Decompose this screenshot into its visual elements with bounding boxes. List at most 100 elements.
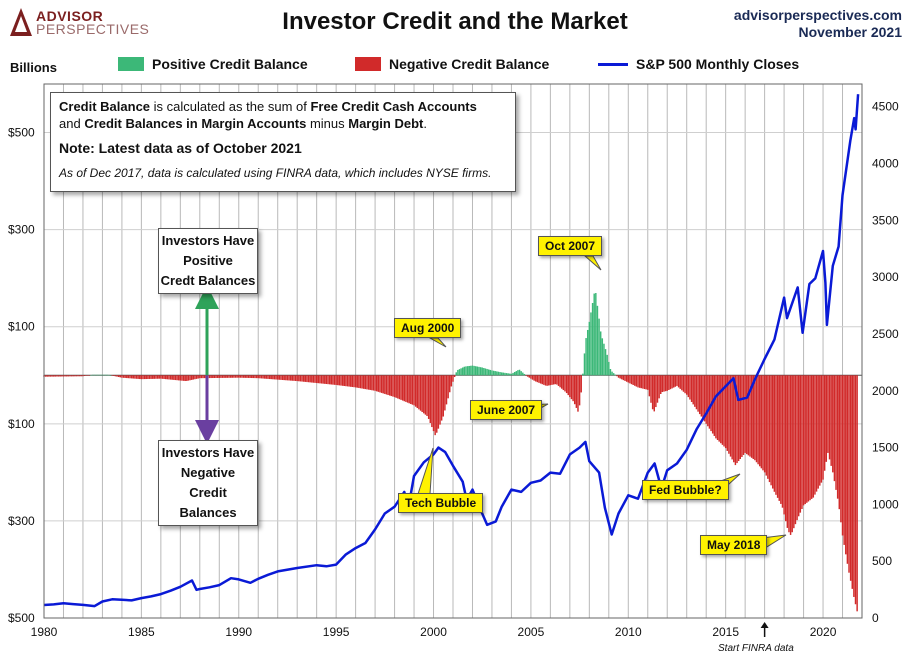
credit-bar bbox=[703, 375, 706, 422]
credit-bar bbox=[780, 375, 782, 504]
credit-bar bbox=[494, 371, 496, 376]
credit-bar bbox=[75, 375, 78, 377]
callout-tech-bubble-pointer bbox=[417, 447, 434, 495]
credit-bar bbox=[660, 375, 662, 395]
credit-bar bbox=[270, 375, 272, 380]
credit-bar bbox=[432, 375, 435, 432]
credit-bar bbox=[843, 375, 845, 545]
credit-bar bbox=[390, 375, 393, 397]
credit-bar bbox=[823, 375, 826, 471]
credit-bar bbox=[174, 375, 177, 381]
credit-bar bbox=[379, 375, 381, 393]
info-line-1: Credit Balance is calculated as the sum … bbox=[59, 99, 477, 114]
credit-bar bbox=[421, 375, 423, 413]
credit-bar bbox=[124, 375, 126, 378]
credit-bar bbox=[575, 375, 578, 408]
credit-bar bbox=[729, 375, 732, 457]
credit-bar bbox=[617, 375, 620, 378]
x-tick-label: 2010 bbox=[615, 625, 642, 639]
credit-bar bbox=[791, 375, 793, 533]
credit-bar bbox=[718, 375, 720, 442]
credit-bar bbox=[356, 375, 358, 388]
credit-bar bbox=[559, 375, 561, 388]
credit-bar bbox=[476, 366, 479, 376]
credit-bar bbox=[74, 375, 76, 377]
credit-bar bbox=[578, 375, 581, 406]
y-right-tick-label: 1500 bbox=[872, 441, 899, 455]
credit-bar bbox=[750, 375, 753, 458]
credit-bar bbox=[80, 375, 83, 377]
credit-bar bbox=[53, 375, 55, 377]
credit-bar bbox=[700, 375, 703, 417]
credit-bar bbox=[541, 375, 543, 385]
credit-bar bbox=[106, 374, 109, 376]
credit-bar bbox=[341, 375, 344, 386]
credit-bar bbox=[366, 375, 368, 390]
credit-bar bbox=[715, 375, 717, 439]
credit-bar bbox=[513, 371, 516, 376]
credit-bar bbox=[328, 375, 331, 385]
credit-bar bbox=[87, 375, 89, 376]
credit-bar bbox=[759, 375, 761, 467]
callout-oct-2007-pointer bbox=[583, 255, 602, 271]
credit-bar bbox=[580, 375, 582, 393]
credit-bar bbox=[835, 375, 837, 490]
credit-bar bbox=[48, 375, 50, 377]
y-left-tick-label: $500 bbox=[8, 126, 35, 140]
credit-bar bbox=[90, 375, 92, 376]
credit-bar bbox=[156, 375, 159, 379]
credit-bar bbox=[656, 375, 659, 403]
credit-bar bbox=[772, 375, 774, 489]
credit-bar bbox=[439, 375, 441, 425]
credit-bar bbox=[833, 375, 836, 482]
credit-bar bbox=[134, 375, 136, 379]
credit-bar bbox=[741, 375, 743, 457]
credit-bar bbox=[526, 375, 529, 377]
credit-bar bbox=[171, 375, 173, 380]
credit-bar bbox=[809, 375, 811, 501]
credit-bar bbox=[598, 318, 600, 376]
credit-bar bbox=[122, 375, 125, 378]
x-tick-label: 2005 bbox=[518, 625, 545, 639]
sp500-line-group bbox=[43, 94, 860, 608]
callout-fed-bubble: Fed Bubble? bbox=[642, 480, 729, 500]
credit-bar bbox=[458, 369, 461, 376]
credit-bar bbox=[577, 375, 579, 412]
credit-bar bbox=[621, 375, 623, 380]
credit-bar bbox=[140, 375, 143, 380]
credit-bar bbox=[143, 375, 146, 380]
credit-bar bbox=[410, 375, 412, 404]
credit-bar bbox=[674, 375, 677, 387]
credit-bar bbox=[411, 375, 414, 405]
credit-bar bbox=[147, 375, 149, 379]
credit-bar bbox=[720, 375, 722, 444]
credit-bar bbox=[479, 367, 482, 376]
credit-bar bbox=[616, 375, 618, 377]
callout-may-2018: May 2018 bbox=[700, 535, 768, 555]
credit-bar bbox=[466, 366, 469, 376]
credit-bar bbox=[108, 374, 110, 376]
site-url[interactable]: advisorperspectives.com bbox=[733, 7, 902, 23]
credit-bar bbox=[289, 375, 292, 381]
credit-bar bbox=[606, 354, 608, 376]
credit-bar bbox=[473, 365, 475, 376]
credit-bar bbox=[371, 375, 373, 391]
credit-bar bbox=[182, 375, 185, 381]
credit-bar bbox=[796, 375, 798, 521]
credit-bar bbox=[259, 375, 261, 379]
credit-bar bbox=[690, 375, 693, 402]
x-tick-label: 1995 bbox=[323, 625, 350, 639]
credit-bar bbox=[228, 375, 230, 378]
credit-bar bbox=[104, 374, 107, 376]
positive-box-line-2: Positive bbox=[183, 253, 233, 268]
credit-bar bbox=[629, 375, 631, 384]
credit-bar bbox=[637, 375, 639, 388]
credit-bar bbox=[54, 375, 57, 377]
credit-bar bbox=[470, 365, 472, 376]
credit-bar bbox=[591, 302, 594, 376]
credit-bar bbox=[401, 375, 404, 401]
y-right-tick-label: 1000 bbox=[872, 497, 899, 511]
credit-bar bbox=[802, 375, 805, 506]
site-info: advisorperspectives.com November 2021 bbox=[734, 7, 902, 41]
credit-bar bbox=[507, 373, 509, 376]
